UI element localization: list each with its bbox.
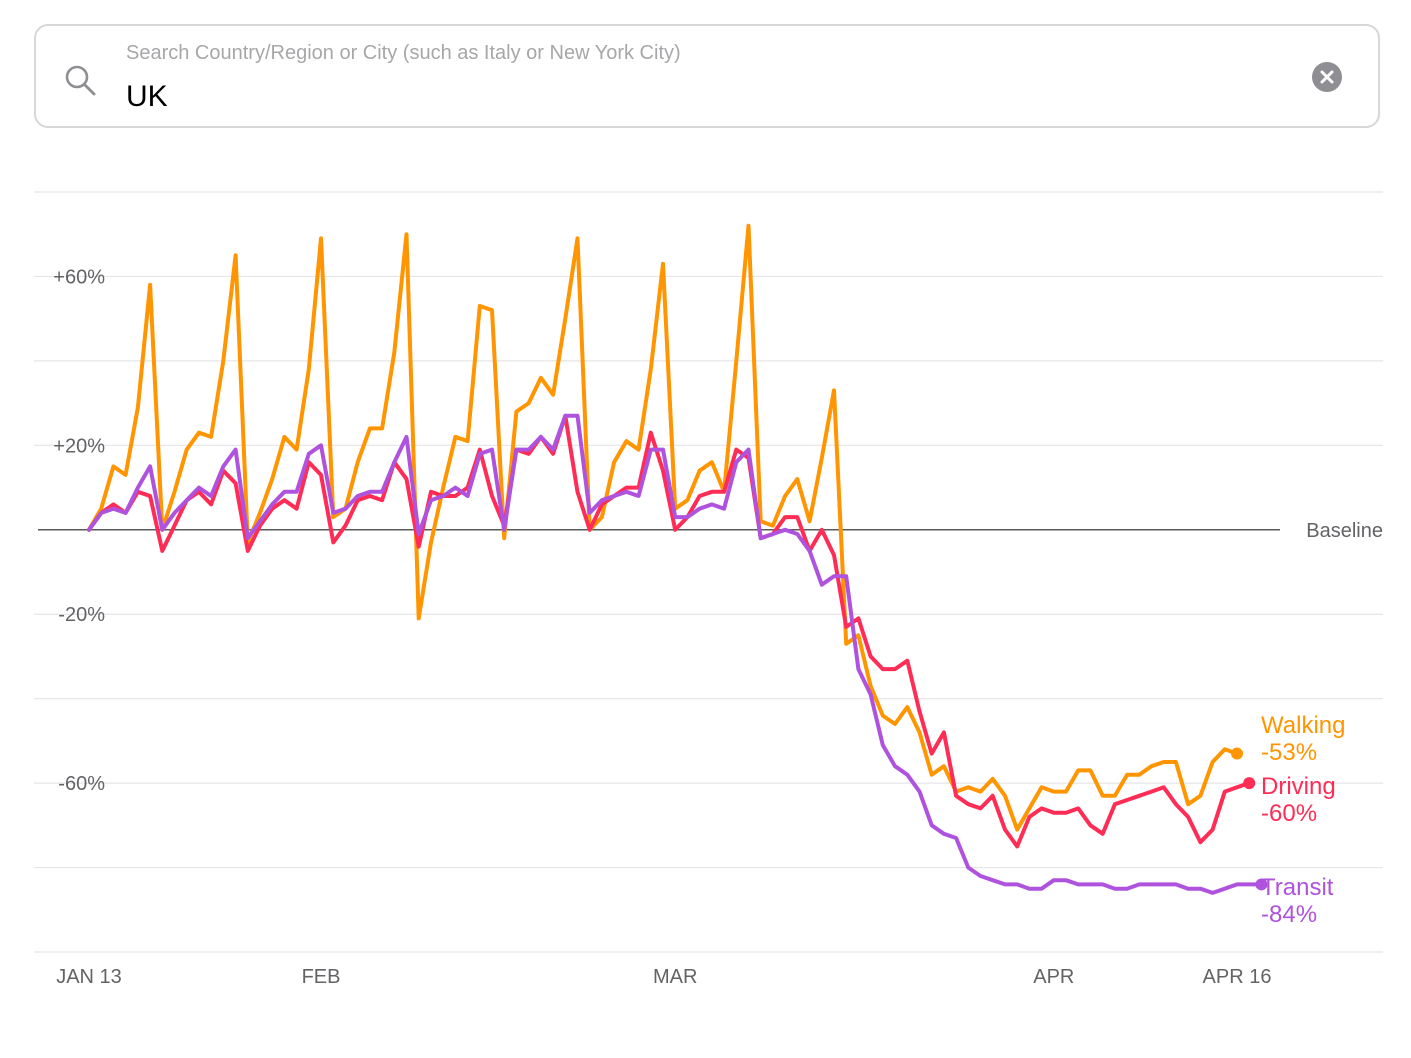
series-lines [87, 223, 1268, 895]
series-line-transit [87, 413, 1264, 895]
search-placeholder: Search Country/Region or City (such as I… [126, 42, 681, 64]
series-line-walking [87, 223, 1239, 832]
y-tick-label: +20% [53, 435, 105, 457]
y-tick-label: -60% [58, 773, 105, 795]
series-end-dot-transit [1255, 878, 1268, 891]
x-tick-label: APR 16 [1203, 966, 1272, 988]
x-tick-label: MAR [653, 966, 697, 988]
baseline: Baseline [38, 520, 1383, 542]
x-tick-label: JAN 13 [56, 966, 122, 988]
grid-lines [34, 191, 1383, 953]
baseline-label: Baseline [1306, 520, 1383, 542]
x-axis-ticks: JAN 13 FEB MAR APR APR 16 [56, 966, 1271, 988]
clear-search-button[interactable] [1312, 62, 1342, 92]
series-legend: Walking-53% Driving-60% Transit-84% [1261, 712, 1345, 928]
series-line-driving [87, 413, 1252, 849]
legend-value-driving: -60% [1261, 800, 1317, 827]
legend-name-walking: Walking [1261, 712, 1345, 739]
legend-name-driving: Driving [1261, 773, 1336, 800]
legend-name-transit: Transit [1261, 874, 1334, 901]
legend-value-walking: -53% [1261, 739, 1317, 766]
search-icon [64, 64, 98, 98]
y-tick-label: +60% [53, 266, 105, 288]
y-tick-label: -20% [58, 604, 105, 626]
x-tick-label: APR [1033, 966, 1074, 988]
series-end-dot-driving [1243, 777, 1256, 790]
legend-value-transit: -84% [1261, 901, 1317, 928]
search-input[interactable] [126, 80, 1226, 114]
y-axis-ticks: +60% +20% -20% -60% [53, 266, 105, 795]
search-box[interactable]: Search Country/Region or City (such as I… [34, 24, 1380, 128]
x-tick-label: FEB [302, 966, 341, 988]
series-end-dot-walking [1231, 747, 1243, 760]
close-icon [1320, 70, 1334, 84]
